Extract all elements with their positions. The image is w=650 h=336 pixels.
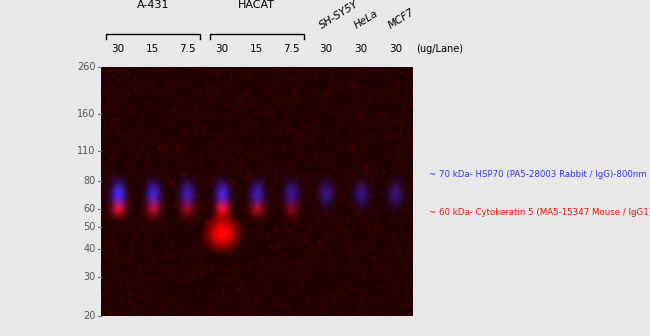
Text: 110: 110 (77, 145, 96, 156)
Text: HACAT: HACAT (239, 0, 275, 10)
Text: 15: 15 (146, 44, 159, 54)
Text: 30: 30 (216, 44, 229, 54)
Text: 30: 30 (112, 44, 125, 54)
Text: 40: 40 (83, 244, 96, 254)
Text: 30: 30 (354, 44, 367, 54)
Text: (ug/Lane): (ug/Lane) (416, 44, 463, 54)
Text: 20: 20 (83, 311, 96, 321)
Text: 7.5: 7.5 (179, 44, 196, 54)
Text: ~ 60 kDa- Cytokeratin 5 (MA5-15347 Mouse / IgG1)-525nm: ~ 60 kDa- Cytokeratin 5 (MA5-15347 Mouse… (429, 208, 650, 217)
Text: 160: 160 (77, 109, 96, 119)
Text: 15: 15 (250, 44, 263, 54)
Text: 260: 260 (77, 62, 96, 72)
Text: 60: 60 (83, 204, 96, 214)
Text: 30: 30 (320, 44, 333, 54)
Text: 50: 50 (83, 222, 96, 232)
Text: MCF7: MCF7 (387, 6, 417, 30)
Text: 80: 80 (83, 176, 96, 186)
Text: 7.5: 7.5 (283, 44, 300, 54)
Text: SH-SY5Y: SH-SY5Y (317, 0, 360, 30)
Text: A-431: A-431 (136, 0, 169, 10)
Text: 30: 30 (389, 44, 402, 54)
Text: 30: 30 (83, 271, 96, 282)
Text: HeLa: HeLa (352, 8, 380, 30)
Text: ~ 70 kDa- HSP70 (PA5-28003 Rabbit / IgG)-800nm: ~ 70 kDa- HSP70 (PA5-28003 Rabbit / IgG)… (429, 170, 647, 179)
